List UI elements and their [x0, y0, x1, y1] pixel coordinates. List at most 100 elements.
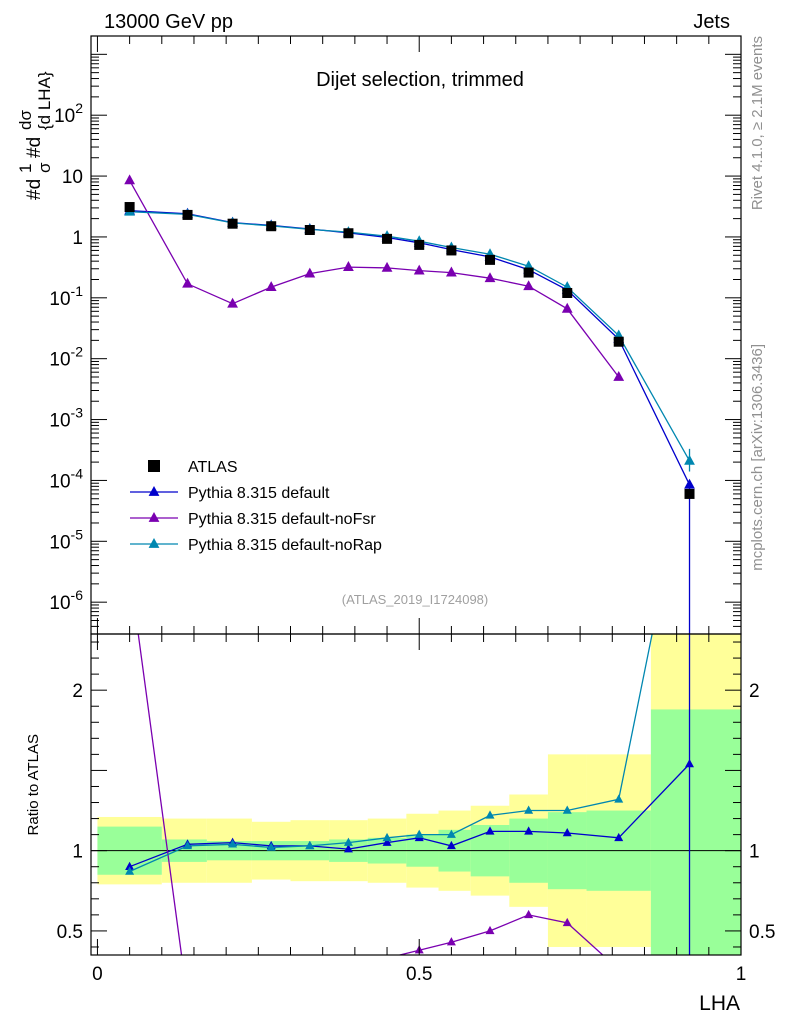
y-label-part-5: dσ: [16, 110, 35, 130]
atlas-point-9: [485, 254, 496, 265]
ratio-point-series-2-10: [524, 805, 534, 814]
atlas-point-4: [304, 225, 315, 236]
analysis-id: (ATLAS_2019_I1724098): [342, 592, 488, 607]
atlas-point-6: [382, 233, 393, 244]
y-tick-label-4: 10-2: [49, 344, 83, 371]
legend-marker-1: [148, 486, 160, 496]
ratio-line-series-2: [129, 634, 653, 873]
main-point-series-1-4: [304, 267, 316, 278]
ratio-point-series-2-9: [485, 810, 495, 819]
main-point-series-1-3: [265, 281, 277, 291]
atlas-point-12: [613, 336, 624, 347]
y-label-part-2: 1: [16, 164, 35, 173]
ratio-point-series-1-11: [562, 917, 572, 927]
ratio-point-series-0-8: [446, 840, 456, 850]
main-line-series-2: [129, 211, 691, 462]
ratio-tick-label-1: 1: [72, 842, 83, 863]
main-point-series-1-6: [381, 261, 393, 272]
ratio-point-series-1-9: [485, 925, 495, 935]
ratio-point-series-0-11: [562, 828, 572, 837]
ratio-point-series-2-7: [414, 829, 424, 838]
ratio-tick-label-right-0: 0.5: [749, 922, 775, 943]
y-axis-label: #d 1 σ #d dσ {d LHA}: [16, 71, 54, 200]
y-tick-label-7: 10: [62, 167, 83, 188]
header-right: Jets: [693, 11, 730, 33]
main-point-series-1-9: [484, 272, 496, 283]
ratio-tick-label-right-1: 1: [749, 842, 760, 863]
legend-label-0: ATLAS: [188, 459, 238, 476]
y-tick-label-5: 10-1: [49, 283, 83, 310]
ratio-tick-label-right-2: 2: [749, 681, 760, 702]
atlas-point-10: [523, 267, 534, 278]
legend-marker-atlas: [148, 460, 160, 472]
ratio-plot-frame: [90, 633, 742, 956]
ratio-line-series-0: [129, 763, 690, 868]
header-left: 13000 GeV pp: [104, 11, 233, 33]
y-tick-label-3: 10-3: [49, 405, 83, 432]
legend-marker-3: [148, 538, 160, 548]
ratio-point-series-2-4: [305, 840, 315, 850]
band-inner-bin-13: [650, 709, 741, 955]
ratio-point-series-1-8: [446, 937, 456, 946]
atlas-point-1: [182, 209, 193, 220]
y-label-part-4: #d: [24, 137, 45, 158]
main-point-series-1-2: [227, 297, 238, 308]
ratio-point-series-0-6: [382, 837, 392, 846]
x-axis-label: LHA: [699, 992, 740, 1015]
side-label-top: Rivet 4.1.0, ≥ 2.1M events: [749, 36, 766, 210]
atlas-point-11: [562, 287, 573, 298]
y-tick-label-0: 10-6: [49, 587, 83, 614]
y-tick-label-1: 10-5: [49, 526, 83, 553]
side-label-bottom: mcplots.cern.ch [arXiv:1306.3436]: [749, 344, 766, 571]
x-tick-label-2: 1: [736, 964, 747, 985]
atlas-point-3: [266, 221, 277, 232]
ratio-line-series-1: [137, 634, 604, 955]
ratio-point-series-2-5: [343, 837, 353, 846]
ratio-plot-series: [125, 634, 695, 955]
ratio-point-series-2-1: [183, 840, 193, 850]
ratio-point-series-2-11: [562, 805, 572, 814]
main-plot-series: [124, 174, 695, 634]
y-tick-label-2: 10-4: [49, 465, 83, 492]
ratio-y-label: Ratio to ATLAS: [25, 734, 42, 835]
chart-title: Dijet selection, trimmed: [316, 69, 524, 91]
main-point-series-1-1: [182, 277, 193, 288]
main-point-series-1-8: [445, 266, 457, 277]
y-tick-label-6: 1: [72, 228, 83, 249]
legend-label-1: Pythia 8.315 default: [188, 485, 330, 502]
main-point-series-1-11: [561, 302, 573, 313]
atlas-point-2: [227, 218, 238, 229]
ratio-point-series-1-10: [524, 909, 534, 919]
main-point-series-0-13: [684, 478, 695, 489]
main-line-series-0: [129, 210, 691, 485]
ratio-point-series-0-12: [614, 832, 624, 842]
legend-marker-2: [148, 512, 160, 522]
ratio-point-series-2-12: [614, 794, 624, 803]
atlas-point-13: [684, 488, 695, 499]
ratio-point-series-2-0: [125, 866, 135, 875]
main-point-series-1-10: [523, 280, 535, 291]
atlas-point-5: [343, 228, 354, 239]
atlas-point-0: [124, 202, 135, 213]
ratio-point-series-0-9: [485, 826, 495, 835]
ratio-point-series-2-2: [228, 839, 238, 848]
main-point-series-1-12: [613, 371, 625, 381]
ratio-point-series-0-5: [343, 844, 353, 853]
ratio-uncertainty-bands: [97, 634, 741, 955]
main-point-series-1-7: [413, 264, 425, 275]
main-point-series-1-0: [124, 174, 136, 185]
legend-label-2: Pythia 8.315 default-noFsr: [188, 511, 376, 528]
main-point-series-1-5: [343, 261, 354, 271]
legend: ATLAS Pythia 8.315 default Pythia 8.315 de…: [130, 459, 382, 554]
y-label-part-3: σ: [35, 162, 54, 173]
atlas-point-8: [446, 245, 457, 256]
ratio-point-series-2-6: [382, 832, 392, 842]
y-label-part-1: #d: [24, 179, 45, 200]
legend-label-3: Pythia 8.315 default-noRap: [188, 537, 382, 554]
x-tick-label-0: 0: [92, 964, 103, 985]
atlas-point-7: [414, 239, 425, 250]
ratio-point-series-0-10: [524, 826, 534, 835]
ratio-tick-label-2: 2: [72, 681, 83, 702]
